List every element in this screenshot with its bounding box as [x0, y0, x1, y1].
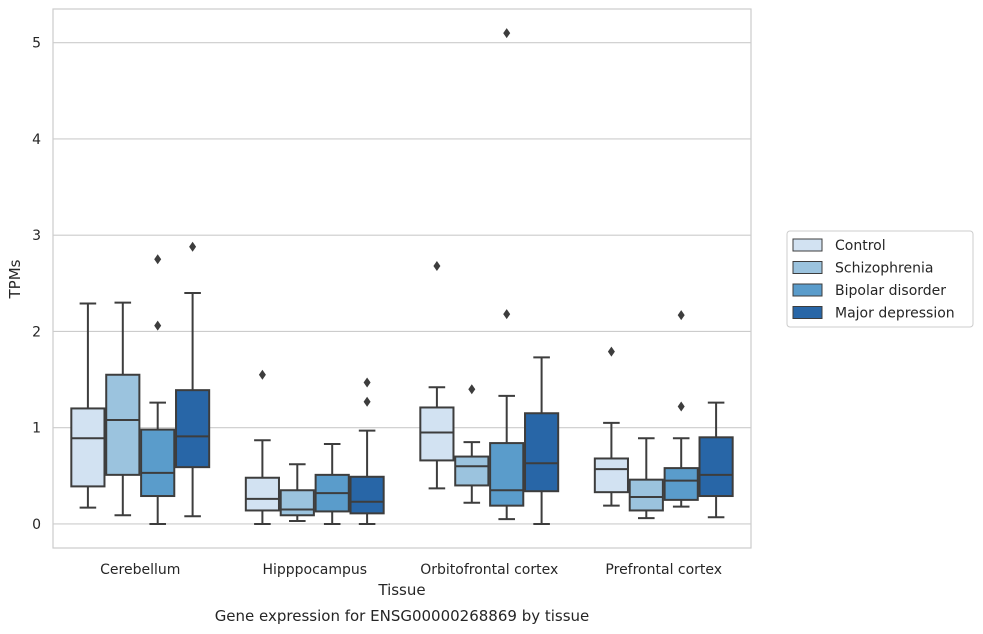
box-body — [279, 489, 315, 517]
box-schizophrenia — [279, 463, 315, 523]
box-bipolar-disorder — [140, 254, 176, 525]
y-tick-label: 3 — [32, 228, 41, 244]
box-body — [105, 373, 141, 476]
outlier-marker — [154, 320, 162, 331]
box-body — [244, 476, 280, 512]
x-tick-labels: Cerebellum Hipppocampus Orbitofrontal cort… — [100, 562, 722, 578]
box-groups — [70, 28, 734, 525]
box-schizophrenia — [628, 437, 664, 520]
box-schizophrenia — [454, 384, 490, 504]
box-body — [70, 407, 106, 488]
outlier-marker — [433, 260, 441, 271]
legend-label: Control — [835, 238, 886, 254]
box-schizophrenia — [105, 301, 141, 517]
box-major-depression — [524, 356, 560, 525]
outlier-marker — [468, 384, 476, 395]
outlier-marker — [503, 28, 511, 39]
y-tick-label: 4 — [32, 132, 41, 148]
box-body — [663, 467, 699, 501]
box-control — [244, 369, 280, 525]
legend-frame — [786, 230, 974, 328]
box-body — [593, 457, 629, 494]
box-body — [175, 389, 211, 469]
x-tick-label: Orbitofrontal cortex — [420, 562, 558, 578]
y-tick-label: 2 — [32, 324, 41, 340]
chart-title: Gene expression for ENSG00000268869 by t… — [215, 607, 590, 625]
box-major-depression — [698, 401, 734, 519]
box-body — [489, 442, 525, 507]
y-axis-label: TPMs — [6, 259, 24, 299]
box-bipolar-disorder — [314, 443, 350, 525]
x-tick-label: Prefrontal cortex — [605, 562, 722, 578]
box-major-depression — [349, 377, 385, 525]
y-tick-label: 0 — [32, 517, 41, 533]
legend-swatch — [792, 261, 823, 274]
x-axis-label: Tissue — [377, 581, 425, 599]
x-tick-label: Cerebellum — [100, 562, 180, 578]
legend-swatch — [792, 306, 823, 319]
outlier-marker — [607, 346, 615, 357]
outlier-marker — [258, 369, 266, 380]
box-body — [419, 406, 455, 462]
box-control — [593, 346, 629, 507]
x-tick-label: Hipppocampus — [262, 562, 367, 578]
y-tick-label: 5 — [32, 36, 41, 52]
box-control — [70, 302, 106, 509]
outlier-marker — [189, 241, 197, 252]
legend-swatch — [792, 283, 823, 297]
outlier-marker — [677, 310, 685, 321]
grid-lines — [53, 42, 751, 525]
box-major-depression — [175, 241, 211, 518]
legend-label: Schizophrenia — [835, 261, 933, 277]
outlier-marker — [503, 309, 511, 320]
outlier-marker — [154, 254, 162, 265]
box-body — [349, 475, 385, 515]
box-body — [454, 455, 490, 487]
outlier-marker — [677, 401, 685, 412]
y-tick-label: 1 — [32, 421, 41, 437]
box-control — [419, 260, 455, 490]
box-body — [698, 436, 734, 498]
legend-swatch — [792, 238, 823, 252]
legend-label: Bipolar disorder — [835, 283, 946, 299]
box-bipolar-disorder — [489, 28, 525, 521]
outlier-marker — [363, 396, 371, 407]
legend-label: Major depression — [835, 306, 955, 322]
box-body — [628, 478, 664, 512]
y-tick-labels: 0 1 2 3 4 5 — [32, 36, 41, 533]
outlier-marker — [363, 377, 371, 388]
legend: Control Schizophrenia Bipolar disorder Majo… — [786, 230, 974, 328]
box-body — [524, 412, 560, 493]
box-body — [140, 428, 176, 498]
box-bipolar-disorder — [663, 310, 699, 508]
